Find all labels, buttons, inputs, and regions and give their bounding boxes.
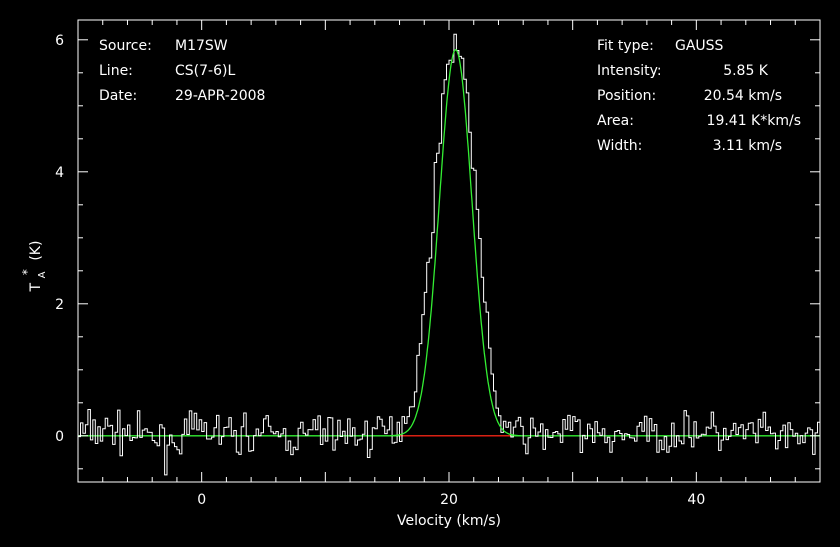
area-label: Area: [597,113,634,129]
position-label: Position: [597,88,656,104]
position-value: 20.54 km/s [704,88,782,104]
width-label: Width: [597,138,642,154]
intensity-value: 5.85 K [723,63,769,79]
y-tick-label: 6 [55,33,64,49]
y-axis-title-sub: A [37,271,48,278]
svg-text:T A *: T A * (K) [19,241,49,293]
y-axis-title-unit: (K) [28,241,44,261]
header-right-info: Fit type: GAUSS Intensity: 5.85 K Positi… [597,38,801,154]
fit-type-label: Fit type: [597,38,654,54]
area-value: 19.41 K*km/s [707,113,801,129]
y-axis-title-sup: * [20,269,34,275]
width-value: 3.11 km/s [713,138,782,154]
y-tick-label: 4 [55,165,64,181]
y-axis-title: T A * (K) [19,241,49,293]
date-value: 29-APR-2008 [175,88,265,104]
source-label: Source: [99,38,152,54]
intensity-label: Intensity: [597,63,662,79]
x-tick-label: 0 [197,492,206,508]
spectrum-series [78,33,820,476]
gaussian-fit-series [390,49,521,437]
fit-type-value: GAUSS [675,38,724,54]
spectrum-trace [78,33,820,476]
line-label: Line: [99,63,133,79]
axis-ticks [77,20,821,482]
line-value: CS(7-6)L [175,63,235,79]
axis-tick-labels: 0 2 4 6 0 20 40 [55,33,705,508]
source-value: M17SW [175,38,228,54]
gaussian-fit-curve [390,49,521,437]
x-axis-title: Velocity (km/s) [397,513,501,529]
date-label: Date: [99,88,137,104]
header-left-info: Source: M17SW Line: CS(7-6)L Date: 29-AP… [99,38,265,104]
x-tick-label: 40 [687,492,705,508]
x-tick-label: 20 [440,492,458,508]
y-tick-label: 2 [55,297,64,313]
y-tick-label: 0 [55,429,64,445]
y-axis-title-main: T [28,282,44,292]
